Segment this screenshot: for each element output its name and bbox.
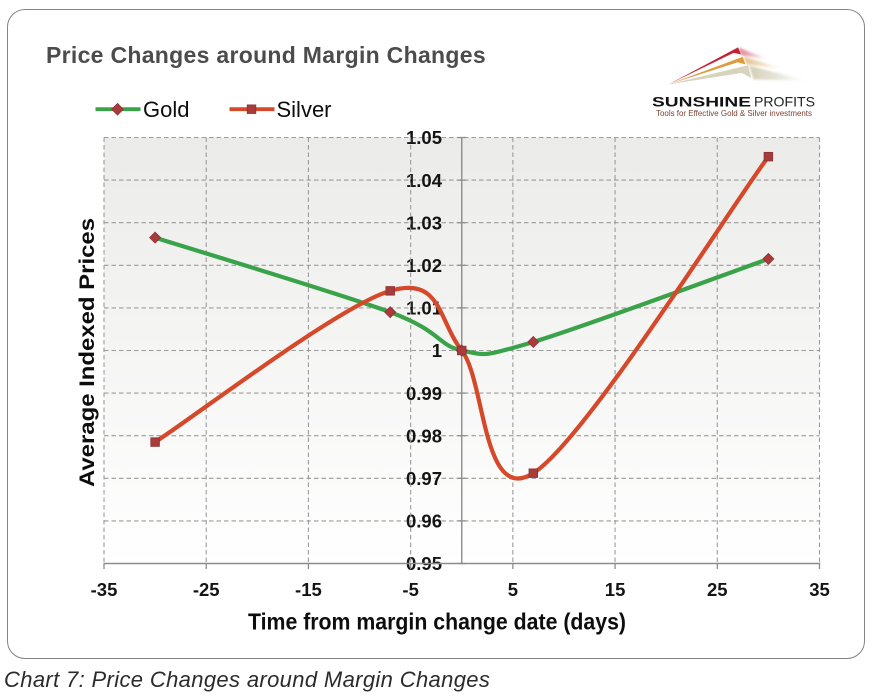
marker-gold-7 xyxy=(527,335,540,349)
x-tick-label--25: -25 xyxy=(193,579,220,600)
logo-gold-spike-ghost xyxy=(743,56,782,69)
y-tick-label-1.04: 1.04 xyxy=(406,170,443,191)
y-tick-label-1.01: 1.01 xyxy=(406,298,442,319)
logo-beige-spike xyxy=(668,65,752,85)
y-tick-label-0.96: 0.96 xyxy=(406,511,442,532)
logo-gold-spike xyxy=(668,56,746,85)
logo-beige-spike-ghost xyxy=(749,65,806,81)
logo-tagline: Tools for Effective Gold & Silver invest… xyxy=(656,109,812,118)
legend-gold-diamond-marker-icon xyxy=(111,102,124,116)
chart-plot: 1.051.041.031.021.0110.990.980.970.960.9… xyxy=(76,127,830,635)
marker-silver--7 xyxy=(385,286,395,296)
y-tick-label-1: 1 xyxy=(432,340,442,361)
marker-gold--7 xyxy=(384,306,397,319)
x-tick-label--35: -35 xyxy=(91,579,118,600)
x-tick-label-5: 5 xyxy=(508,579,518,600)
marker-silver-30 xyxy=(763,151,774,162)
logo-red-spike-ghost xyxy=(738,47,768,59)
y-tick-label-0.97: 0.97 xyxy=(406,468,442,489)
marker-silver--30 xyxy=(150,437,160,447)
sunshine-profits-logo: SUNSHINE PROFITS Tools for Effective Gol… xyxy=(652,47,815,118)
marker-gold-30 xyxy=(762,252,775,265)
legend-label-gold: Gold xyxy=(143,96,190,122)
x-tick-label-15: 15 xyxy=(605,579,626,600)
logo-spikes-icon xyxy=(668,47,806,85)
chart-caption: Chart 7: Price Changes around Margin Cha… xyxy=(4,667,491,692)
x-tick-label-35: 35 xyxy=(809,579,830,600)
logo-brand-regular: PROFITS xyxy=(754,93,815,109)
legend-silver-square-marker-icon xyxy=(246,104,256,114)
series-line-silver xyxy=(153,154,771,481)
y-axis-title: Average Indexed Prices xyxy=(76,218,99,487)
y-tick-label-0.98: 0.98 xyxy=(406,425,442,446)
gold-line-swatch-icon xyxy=(95,102,141,116)
x-tick-label--15: -15 xyxy=(295,579,322,600)
legend-label-silver: Silver xyxy=(276,96,332,122)
y-tick-label-1.03: 1.03 xyxy=(406,212,442,233)
y-tick-label-1.05: 1.05 xyxy=(406,127,442,148)
marker-silver-0 xyxy=(457,345,467,356)
x-axis-title: Time from margin change date (days) xyxy=(248,609,626,635)
y-tick-label-1.02: 1.02 xyxy=(406,255,442,276)
x-tick-label--5: -5 xyxy=(402,579,418,600)
silver-line-swatch-icon xyxy=(229,104,274,114)
x-tick-label-25: 25 xyxy=(707,579,728,600)
chart-title: Price Changes around Margin Changes xyxy=(46,42,486,68)
logo-red-spike xyxy=(668,47,741,85)
marker-gold--30 xyxy=(149,231,162,244)
y-tick-label-0.99: 0.99 xyxy=(406,383,442,404)
logo-brand-bold: SUNSHINE xyxy=(652,93,751,109)
marker-silver-7 xyxy=(528,468,539,478)
